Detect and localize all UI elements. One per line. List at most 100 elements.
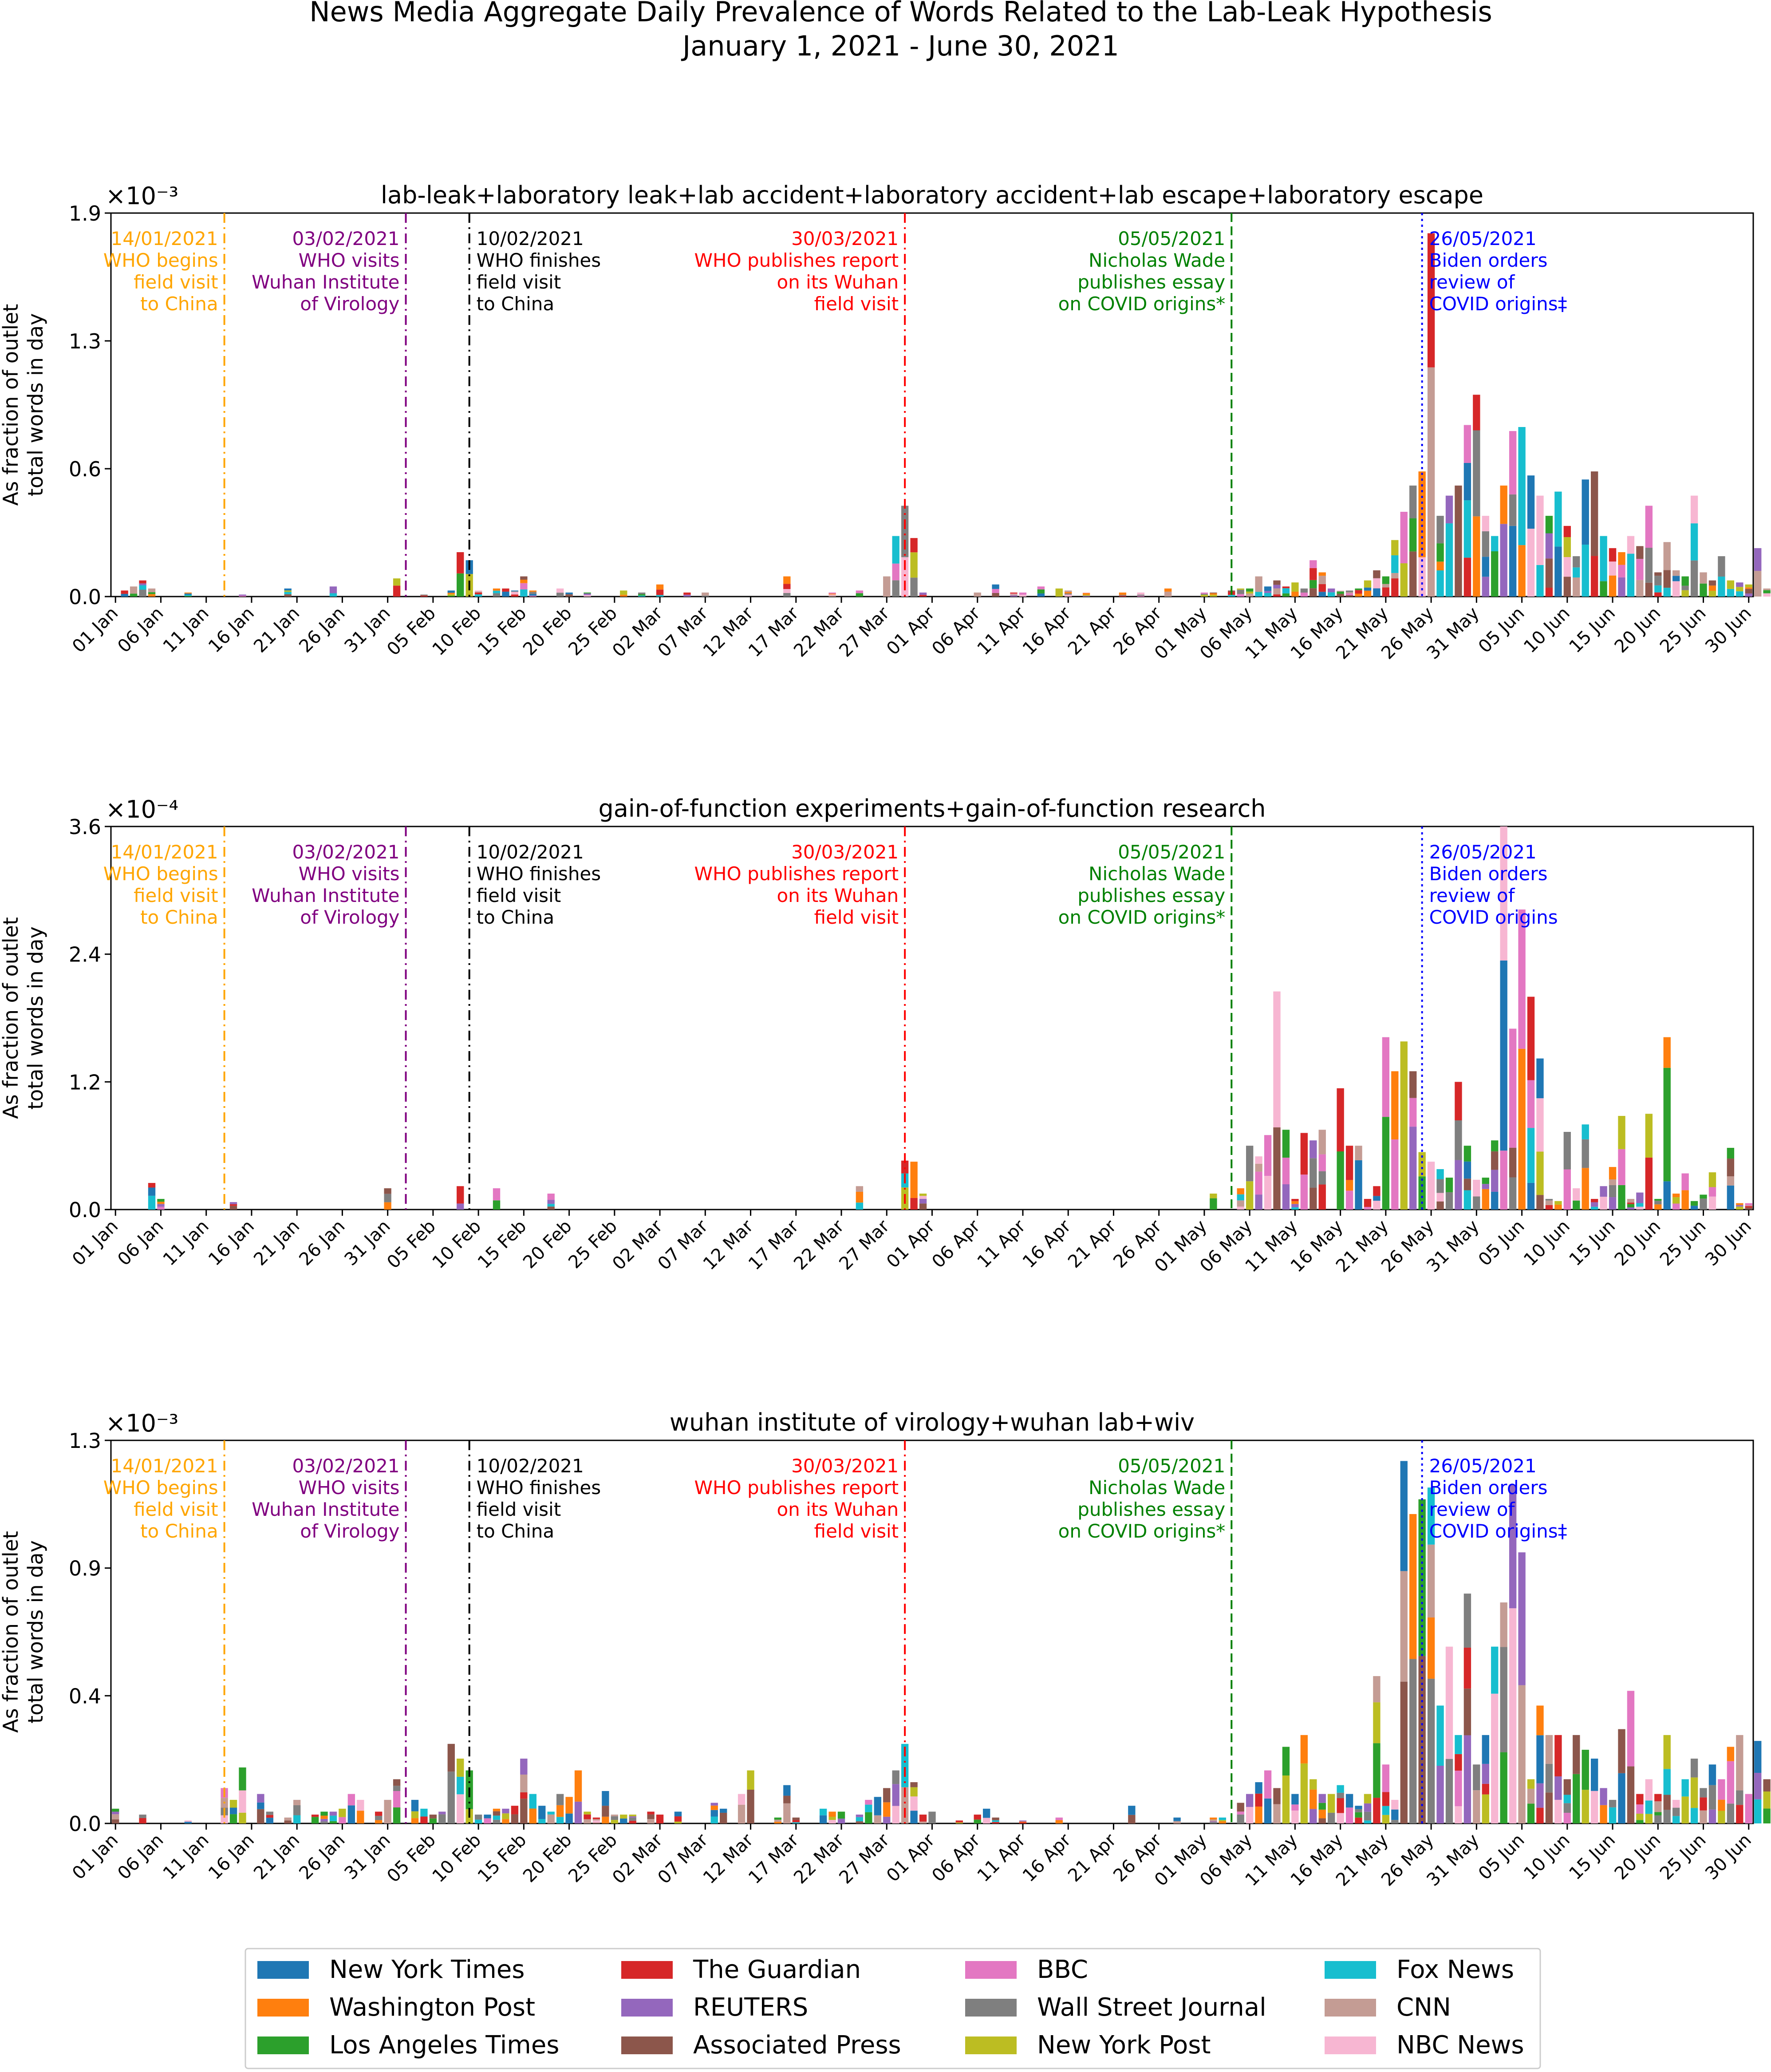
bar-stack-day-125: [1237, 588, 1244, 597]
bar-segment: [1318, 584, 1326, 592]
bar-stack-day-2: [121, 590, 128, 597]
bar-segment: [1509, 1484, 1517, 1609]
bar-segment: [1745, 589, 1752, 594]
bar-segment: [1345, 592, 1353, 593]
bar-segment: [1654, 572, 1662, 576]
bar-segment: [1237, 1814, 1244, 1823]
bar-segment: [1463, 1178, 1471, 1190]
bar-segment: [1636, 580, 1644, 597]
bar-segment: [928, 1811, 936, 1823]
bar-segment: [656, 595, 664, 597]
bar-segment: [1173, 1817, 1181, 1821]
bar-segment: [347, 1805, 355, 1823]
bar-stack-day-132: [1300, 1735, 1308, 1823]
bar-segment: [1364, 1811, 1372, 1821]
bar-segment: [1473, 430, 1480, 517]
bar-segment: [1573, 556, 1580, 568]
bar-segment: [1219, 1820, 1226, 1822]
bar-segment: [1645, 1779, 1653, 1801]
event-label: 05/05/2021: [1118, 841, 1225, 863]
bar-stack-day-86: [883, 576, 891, 597]
bar-stack-day-140: [1373, 1676, 1381, 1823]
bar-stack-day-41: [474, 1815, 482, 1823]
event-label: Nicholas Wade: [1089, 1477, 1225, 1499]
bar-segment: [1582, 1124, 1589, 1139]
bar-stack-day-43: [493, 1188, 501, 1210]
bar-stack-day-180: [1736, 1735, 1743, 1823]
bar-segment: [1337, 591, 1344, 594]
bar-segment: [1264, 1135, 1272, 1176]
event-label: Biden orders: [1429, 863, 1548, 885]
bar-segment: [474, 590, 482, 592]
bar-segment: [1527, 1080, 1535, 1128]
bar-segment: [1273, 588, 1281, 595]
bar-stack-day-94: [955, 1820, 963, 1823]
bar-stack-day-154: [1500, 485, 1507, 597]
event-label: to China: [477, 293, 555, 315]
bar-segment: [992, 1820, 999, 1822]
bar-segment: [511, 592, 519, 595]
bar-stack-day-130: [1282, 1130, 1290, 1210]
bar-segment: [1736, 587, 1743, 592]
bar-segment: [1164, 588, 1172, 592]
bar-segment: [1318, 1130, 1326, 1155]
bar-segment: [184, 1822, 192, 1823]
panel-title: wuhan institute of virology+wuhan lab+wi…: [670, 1408, 1195, 1436]
bar-stack-day-142: [1391, 1071, 1399, 1210]
bar-segment: [1328, 1794, 1335, 1813]
bar-segment: [1509, 526, 1517, 597]
event-label: field visit: [477, 885, 561, 906]
bar-segment: [1119, 592, 1127, 595]
bar-segment: [1436, 516, 1444, 544]
bar-segment: [1573, 1735, 1580, 1774]
event-label: 26/05/2021: [1429, 841, 1537, 863]
bar-segment: [1427, 1162, 1435, 1210]
bar-segment: [112, 1814, 119, 1820]
bar-stack-day-63: [674, 1811, 682, 1823]
bar-segment: [1463, 1735, 1471, 1823]
bar-segment: [1210, 1194, 1217, 1198]
bar-segment: [1482, 531, 1489, 557]
bar-segment: [1255, 1171, 1262, 1195]
bar-stack-day-83: [856, 1186, 864, 1210]
bar-stack-day-126: [1246, 1794, 1254, 1823]
bar-segment: [1355, 588, 1362, 590]
bar-segment: [1345, 593, 1353, 595]
bar-segment: [856, 590, 864, 593]
bar-segment: [1763, 588, 1771, 590]
bar-stack-day-54: [592, 1817, 600, 1823]
bar-segment: [1436, 1193, 1444, 1202]
bar-segment: [1291, 582, 1299, 592]
bar-segment: [229, 1807, 237, 1815]
y-axis-label-line-1: As fraction of outlet: [0, 304, 23, 506]
bar-segment: [1690, 1201, 1698, 1206]
bar-segment: [520, 1792, 528, 1799]
bar-segment: [447, 1771, 455, 1823]
bar-stack-day-101: [1019, 1820, 1027, 1823]
bar-segment: [157, 1204, 165, 1207]
bar-stack-day-126: [1246, 1146, 1254, 1210]
bar-stack-day-175: [1690, 495, 1698, 597]
bar-segment: [1491, 1151, 1499, 1170]
bar-stack-day-147: [1436, 1169, 1444, 1210]
bar-segment: [1627, 1691, 1635, 1767]
bar-segment: [1482, 1184, 1489, 1189]
bar-stack-day-28: [357, 1799, 364, 1823]
bar-stack-day-133: [1310, 1779, 1317, 1823]
bar-stack-day-164: [1590, 471, 1598, 597]
bar-segment: [1700, 572, 1707, 584]
bar-segment: [1663, 1795, 1671, 1810]
bar-stack-day-152: [1482, 1735, 1489, 1823]
bar-stack-day-161: [1563, 1132, 1571, 1210]
bar-segment: [574, 1801, 582, 1823]
bar-segment: [892, 536, 899, 564]
bar-stack-day-9: [184, 1820, 192, 1823]
bar-segment: [1455, 1754, 1462, 1771]
bar-segment: [429, 1818, 437, 1823]
bar-segment: [529, 594, 536, 596]
bar-segment: [148, 594, 156, 597]
bar-segment: [1463, 1190, 1471, 1210]
event-label: review of: [1429, 1499, 1515, 1520]
bar-segment: [1291, 591, 1299, 597]
bar-stack-day-169: [1636, 546, 1644, 597]
